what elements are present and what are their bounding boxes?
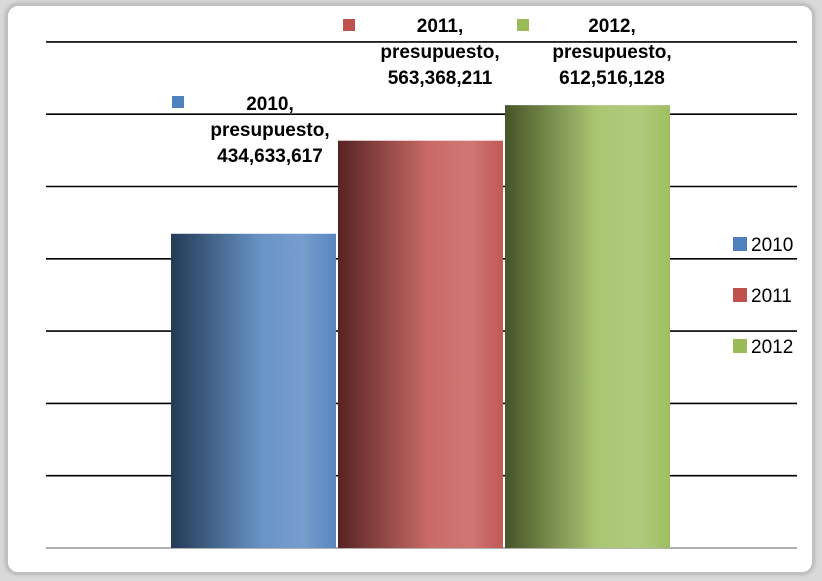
data-label-2011-line1: 2011, bbox=[417, 16, 464, 37]
data-labels: 2010, presupuesto, 434,633,617 2011, presupu… bbox=[172, 16, 672, 167]
data-label-2011-line2: presupuesto, bbox=[380, 42, 499, 63]
legend-label-2012: 2012 bbox=[751, 337, 793, 358]
data-label-2012-line3: 612,516,128 bbox=[559, 68, 665, 89]
legend-swatch-2010 bbox=[733, 237, 747, 251]
bar-2010 bbox=[171, 233, 336, 548]
data-label-key-2010 bbox=[172, 96, 184, 108]
data-label-2010-line1: 2010, bbox=[246, 94, 294, 115]
legend-label-2011: 2011 bbox=[751, 286, 792, 307]
data-label-2010-line2: presupuesto, bbox=[210, 120, 329, 141]
legend: 2010 2011 2012 bbox=[733, 235, 793, 358]
data-label-key-2011 bbox=[343, 19, 355, 31]
data-label-2012-line2: presupuesto, bbox=[552, 42, 671, 63]
data-label-2010-line3: 434,633,617 bbox=[217, 146, 323, 167]
legend-swatch-2012 bbox=[733, 339, 747, 353]
bar-2012 bbox=[505, 105, 670, 548]
data-label-key-2012 bbox=[517, 19, 529, 31]
bars bbox=[171, 105, 670, 548]
data-label-2011-line3: 563,368,211 bbox=[388, 68, 493, 89]
legend-label-2010: 2010 bbox=[751, 235, 793, 256]
bar-2011 bbox=[338, 140, 503, 548]
legend-swatch-2011 bbox=[733, 288, 747, 302]
data-label-2012-line1: 2012, bbox=[588, 16, 636, 37]
